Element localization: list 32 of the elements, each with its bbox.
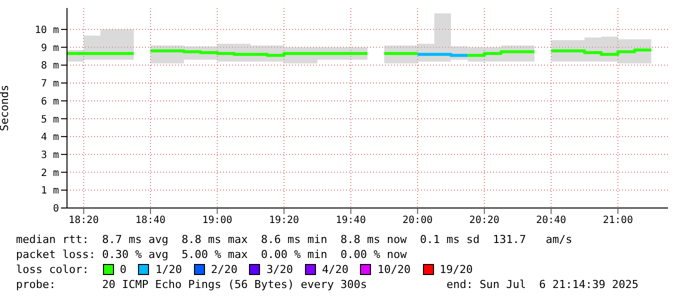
y-tick-label: 4 m (40, 132, 59, 144)
y-tick-label: 1 m (40, 186, 59, 197)
y-tick-label: 9 m (40, 42, 59, 54)
text: probe: 20 ICMP Echo Pings (56 Bytes) every 300s end: Sun Jul 6 21:14:39 2025 (16, 277, 640, 292)
text: median rtt: 8.7 ms avg 8.8 ms max 8.6 ms min 8.8 ms now 0.1 ms sd 131.7 am/s (16, 232, 574, 247)
y-tick-label: 5 m (40, 114, 59, 126)
legend-label: 19/20 (440, 262, 473, 277)
legend-label: 10/20 (377, 262, 411, 277)
x-tick-label: 21:00 (602, 215, 633, 226)
y-tick-label: 6 m (40, 96, 59, 108)
x-tick-label: 19:20 (268, 215, 300, 226)
legend-title: loss color: (16, 262, 89, 277)
legend-label: 4/20 (322, 262, 348, 277)
legend-label: 0 (120, 262, 126, 277)
legend-label: 3/20 (266, 262, 293, 277)
y-tick-label: 3 m (40, 150, 59, 161)
legend-label: 1/20 (155, 262, 182, 277)
x-tick-label: 19:40 (336, 215, 366, 226)
x-tick-label: 19:00 (202, 215, 232, 226)
x-tick-label: 20:40 (536, 215, 566, 226)
y-tick-label: 10 m (34, 24, 59, 36)
x-tick-label: 20:20 (469, 215, 500, 226)
y-tick-label: 2 m (40, 168, 59, 179)
x-tick-label: 20:00 (402, 215, 433, 226)
y-tick-label: 0 (52, 204, 59, 215)
x-tick-label: 18:40 (135, 215, 166, 226)
y-axis-title: Seconds (0, 84, 11, 132)
y-tick-label: 7 m (40, 78, 59, 90)
y-tick-label: 8 m (40, 60, 59, 72)
text: packet loss: 0.30 % avg 5.00 % max 0.00 % min 0.00 % now (16, 247, 408, 262)
legend-label: 2/20 (210, 262, 238, 277)
x-tick-label: 18:20 (68, 215, 99, 226)
